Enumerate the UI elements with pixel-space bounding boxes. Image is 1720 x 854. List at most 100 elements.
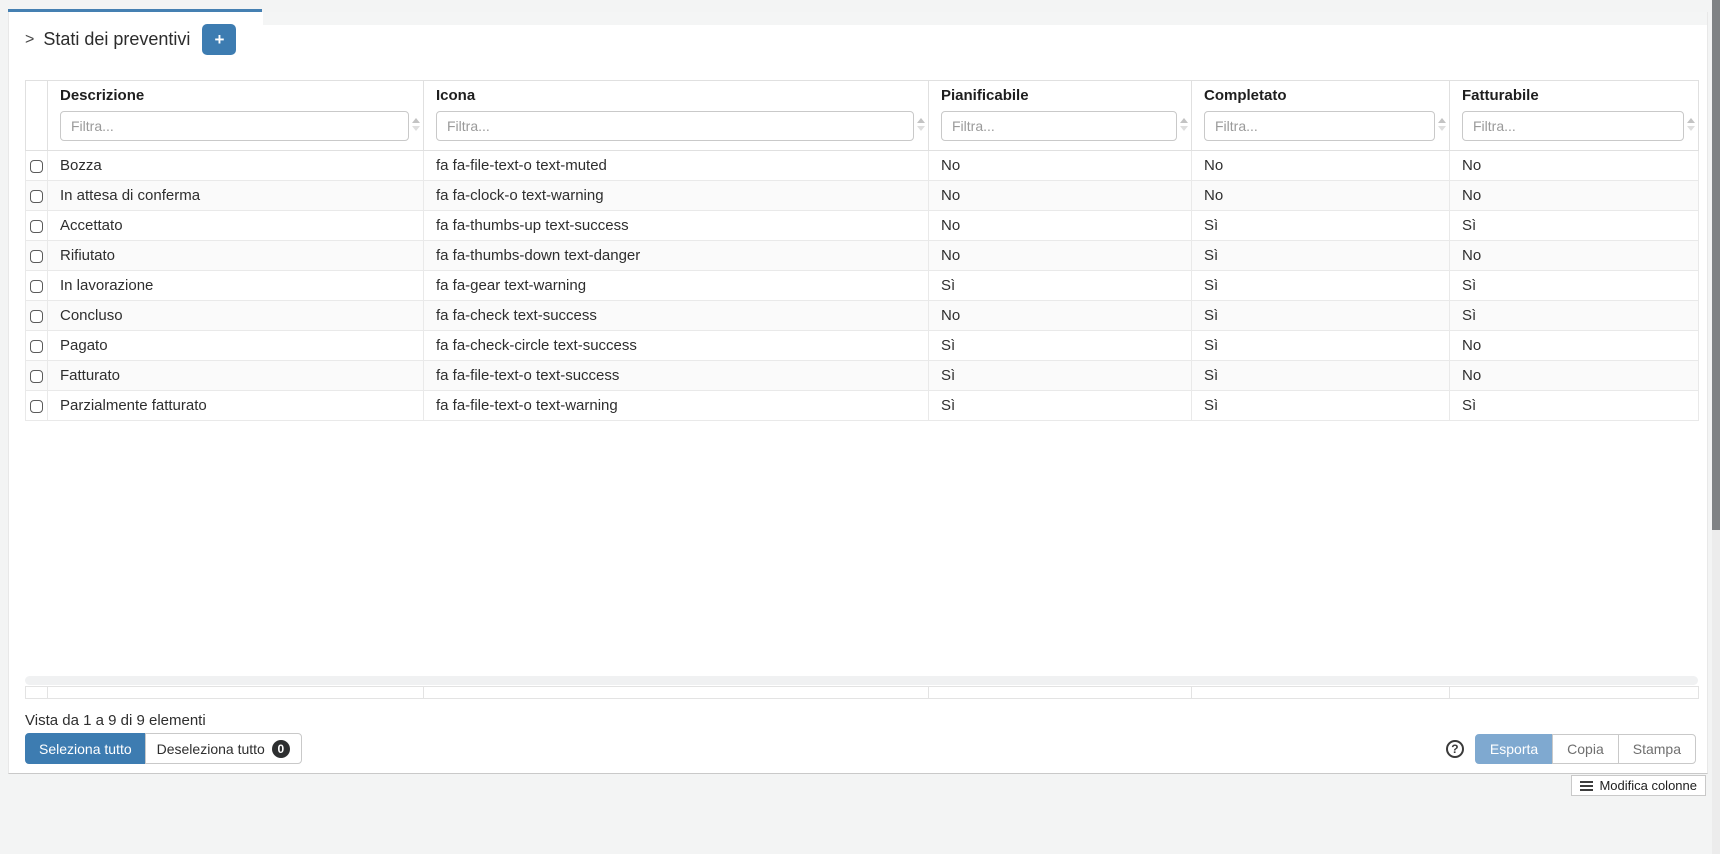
column-header-fatturabile[interactable]: Fatturabile bbox=[1449, 80, 1699, 151]
row-checkbox[interactable] bbox=[30, 309, 43, 323]
columns-list-icon bbox=[1580, 780, 1594, 791]
checkbox-column-header bbox=[25, 80, 48, 151]
row-select-cell bbox=[25, 210, 48, 241]
table-row[interactable]: Concluso fa fa-check text-success No Sì … bbox=[25, 300, 1699, 331]
cell-pianificabile: Sì bbox=[928, 330, 1192, 361]
row-checkbox[interactable] bbox=[30, 369, 43, 383]
table-row[interactable]: Accettato fa fa-thumbs-up text-success N… bbox=[25, 210, 1699, 241]
cell-descrizione: Bozza bbox=[47, 150, 424, 181]
row-checkbox[interactable] bbox=[30, 219, 43, 233]
sort-icon[interactable] bbox=[1438, 118, 1446, 131]
table-row[interactable]: Fatturato fa fa-file-text-o text-success… bbox=[25, 360, 1699, 391]
row-checkbox[interactable] bbox=[30, 399, 43, 413]
export-button[interactable]: Esporta bbox=[1474, 734, 1554, 764]
collapse-chevron-icon[interactable]: > bbox=[25, 30, 35, 48]
cell-completato: Sì bbox=[1191, 390, 1450, 421]
column-header-pianificabile[interactable]: Pianificabile bbox=[928, 80, 1192, 151]
sort-icon[interactable] bbox=[1180, 118, 1188, 131]
window-scrollbar-thumb[interactable] bbox=[1712, 0, 1720, 530]
row-select-cell bbox=[25, 330, 48, 361]
cell-fatturabile: Sì bbox=[1449, 210, 1699, 241]
cell-pianificabile: No bbox=[928, 300, 1192, 331]
sort-icon[interactable] bbox=[1687, 118, 1695, 131]
column-header-completato[interactable]: Completato bbox=[1191, 80, 1450, 151]
deselect-all-button[interactable]: Deseleziona tutto 0 bbox=[144, 733, 302, 764]
row-select-cell bbox=[25, 360, 48, 391]
filter-input-pianificabile[interactable] bbox=[941, 111, 1177, 141]
cell-fatturabile: Sì bbox=[1449, 390, 1699, 421]
row-select-cell bbox=[25, 300, 48, 331]
row-select-cell bbox=[25, 270, 48, 301]
cell-icona: fa fa-file-text-o text-success bbox=[423, 360, 929, 391]
selection-count-badge: 0 bbox=[271, 739, 290, 758]
deselect-all-label: Deseleziona tutto bbox=[156, 740, 265, 757]
cell-completato: Sì bbox=[1191, 240, 1450, 271]
cell-descrizione: In lavorazione bbox=[47, 270, 424, 301]
quote-status-table: Descrizione Icona Pianificabile bbox=[25, 80, 1699, 421]
filter-input-icona[interactable] bbox=[436, 111, 914, 141]
cell-pianificabile: No bbox=[928, 150, 1192, 181]
cell-icona: fa fa-check-circle text-success bbox=[423, 330, 929, 361]
cell-completato: No bbox=[1191, 180, 1450, 211]
cell-fatturabile: No bbox=[1449, 150, 1699, 181]
cell-fatturabile: No bbox=[1449, 330, 1699, 361]
cell-completato: Sì bbox=[1191, 300, 1450, 331]
table-row[interactable]: Parzialmente fatturato fa fa-file-text-o… bbox=[25, 390, 1699, 421]
row-checkbox[interactable] bbox=[30, 159, 43, 173]
table-header-row: Descrizione Icona Pianificabile bbox=[25, 80, 1699, 151]
column-header-descrizione[interactable]: Descrizione bbox=[47, 80, 424, 151]
table-row[interactable]: Rifiutato fa fa-thumbs-down text-danger … bbox=[25, 240, 1699, 271]
cell-fatturabile: No bbox=[1449, 240, 1699, 271]
row-checkbox[interactable] bbox=[30, 189, 43, 203]
cell-completato: Sì bbox=[1191, 360, 1450, 391]
column-label: Completato bbox=[1204, 87, 1287, 104]
table-footer-row bbox=[25, 686, 1699, 699]
cell-descrizione: Fatturato bbox=[47, 360, 424, 391]
row-checkbox[interactable] bbox=[30, 339, 43, 353]
cell-completato: No bbox=[1191, 150, 1450, 181]
cell-icona: fa fa-thumbs-up text-success bbox=[423, 210, 929, 241]
pagination-info: Vista da 1 a 9 di 9 elementi bbox=[25, 712, 206, 729]
column-label: Icona bbox=[436, 87, 476, 104]
help-icon[interactable]: ? bbox=[1445, 740, 1464, 758]
cell-icona: fa fa-clock-o text-warning bbox=[423, 180, 929, 211]
cell-descrizione: In attesa di conferma bbox=[47, 180, 424, 211]
select-all-button[interactable]: Seleziona tutto bbox=[25, 733, 146, 764]
title-row: > Stati dei preventivi + bbox=[25, 24, 237, 55]
table-row[interactable]: In attesa di conferma fa fa-clock-o text… bbox=[25, 180, 1699, 211]
filter-input-completato[interactable] bbox=[1204, 111, 1435, 141]
cell-pianificabile: Sì bbox=[928, 390, 1192, 421]
row-select-cell bbox=[25, 180, 48, 211]
print-button[interactable]: Stampa bbox=[1617, 734, 1696, 764]
selection-button-group: Seleziona tutto Deseleziona tutto 0 bbox=[25, 733, 302, 764]
table-row[interactable]: Bozza fa fa-file-text-o text-muted No No… bbox=[25, 150, 1699, 181]
table-row[interactable]: Pagato fa fa-check-circle text-success S… bbox=[25, 330, 1699, 361]
row-checkbox[interactable] bbox=[30, 249, 43, 263]
filter-input-descrizione[interactable] bbox=[60, 111, 409, 141]
cell-icona: fa fa-thumbs-down text-danger bbox=[423, 240, 929, 271]
column-header-icona[interactable]: Icona bbox=[423, 80, 929, 151]
table-horizontal-scrollbar[interactable] bbox=[25, 676, 1698, 685]
content-panel: > Stati dei preventivi + Descrizione I bbox=[8, 12, 1708, 774]
cell-descrizione: Pagato bbox=[47, 330, 424, 361]
cell-icona: fa fa-gear text-warning bbox=[423, 270, 929, 301]
cell-pianificabile: No bbox=[928, 210, 1192, 241]
cell-pianificabile: No bbox=[928, 240, 1192, 271]
window-scrollbar-track[interactable] bbox=[1712, 0, 1720, 854]
export-button-group: ? Esporta Copia Stampa bbox=[1445, 734, 1696, 764]
table-row[interactable]: In lavorazione fa fa-gear text-warning S… bbox=[25, 270, 1699, 301]
cell-fatturabile: No bbox=[1449, 180, 1699, 211]
row-select-cell bbox=[25, 240, 48, 271]
sort-icon[interactable] bbox=[412, 118, 420, 131]
copy-button[interactable]: Copia bbox=[1552, 734, 1619, 764]
filter-input-fatturabile[interactable] bbox=[1462, 111, 1684, 141]
sort-icon[interactable] bbox=[917, 118, 925, 131]
cell-icona: fa fa-check text-success bbox=[423, 300, 929, 331]
cell-descrizione: Concluso bbox=[47, 300, 424, 331]
cell-fatturabile: Sì bbox=[1449, 300, 1699, 331]
edit-columns-button[interactable]: Modifica colonne bbox=[1571, 775, 1706, 796]
add-status-button[interactable]: + bbox=[202, 24, 237, 55]
column-label: Descrizione bbox=[60, 87, 145, 104]
cell-descrizione: Rifiutato bbox=[47, 240, 424, 271]
row-checkbox[interactable] bbox=[30, 279, 43, 293]
